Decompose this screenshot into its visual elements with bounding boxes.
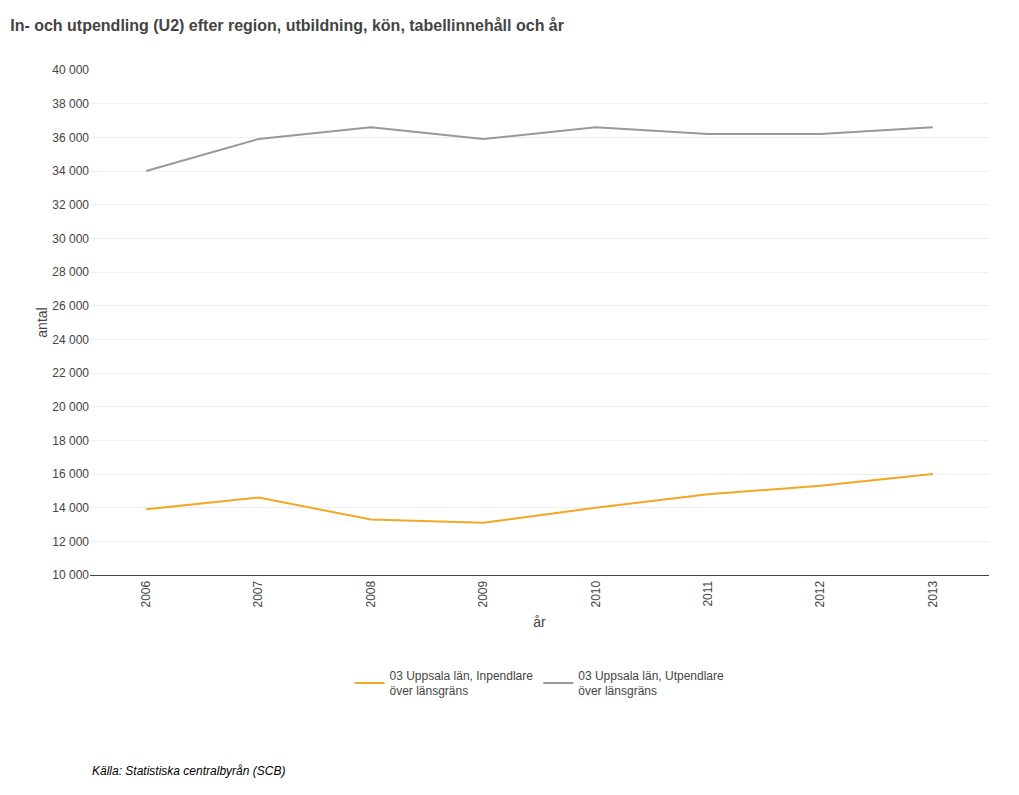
svg-text:03 Uppsala län, Utpendlareöver: 03 Uppsala län, Utpendlareöver länsgräns	[578, 669, 724, 699]
svg-text:2011: 2011	[701, 580, 715, 606]
svg-text:28 000: 28 000	[52, 265, 89, 279]
svg-text:2013: 2013	[926, 580, 940, 607]
svg-text:24 000: 24 000	[52, 333, 89, 347]
svg-text:26 000: 26 000	[52, 299, 89, 313]
svg-text:10 000: 10 000	[52, 568, 89, 582]
svg-text:2007: 2007	[251, 580, 265, 607]
svg-text:Källa: Statistiska centralbyrå: Källa: Statistiska centralbyrån (SCB)	[92, 764, 285, 778]
svg-text:22 000: 22 000	[52, 366, 89, 380]
svg-text:30 000: 30 000	[52, 232, 89, 246]
svg-text:14 000: 14 000	[52, 501, 89, 515]
svg-text:år: år	[533, 614, 546, 630]
svg-text:16 000: 16 000	[52, 467, 89, 481]
svg-text:38 000: 38 000	[52, 97, 89, 111]
svg-text:40 000: 40 000	[52, 63, 89, 77]
svg-text:2012: 2012	[813, 580, 827, 607]
svg-text:2010: 2010	[589, 580, 603, 607]
svg-text:2009: 2009	[476, 580, 490, 607]
svg-text:antal: antal	[34, 307, 50, 337]
svg-text:2008: 2008	[364, 580, 378, 607]
svg-text:03 Uppsala län, Inpendlareöver: 03 Uppsala län, Inpendlareöver länsgräns	[390, 669, 534, 699]
svg-text:34 000: 34 000	[52, 164, 89, 178]
svg-text:18 000: 18 000	[52, 434, 89, 448]
svg-text:32 000: 32 000	[52, 198, 89, 212]
svg-text:36 000: 36 000	[52, 131, 89, 145]
svg-text:In- och utpendling (U2) efter: In- och utpendling (U2) efter region, ut…	[10, 17, 564, 34]
svg-text:20 000: 20 000	[52, 400, 89, 414]
svg-text:2006: 2006	[139, 580, 153, 607]
svg-text:12 000: 12 000	[52, 535, 89, 549]
